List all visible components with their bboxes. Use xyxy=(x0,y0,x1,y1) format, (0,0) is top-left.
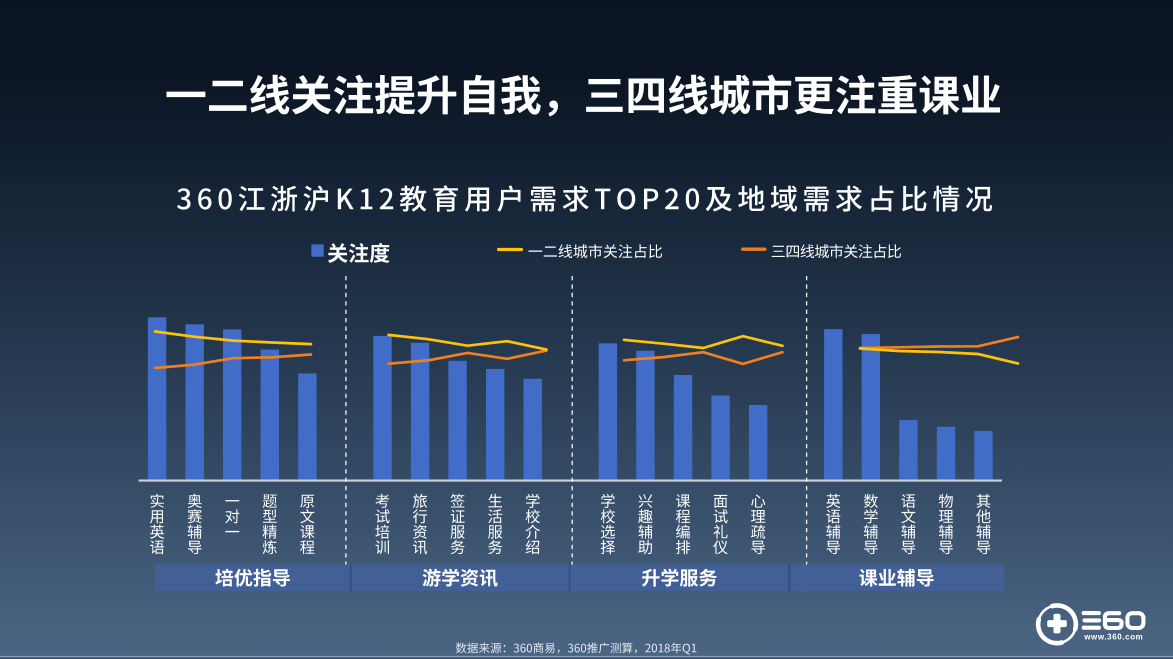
svg-text:www.360.com: www.360.com xyxy=(1083,632,1143,641)
